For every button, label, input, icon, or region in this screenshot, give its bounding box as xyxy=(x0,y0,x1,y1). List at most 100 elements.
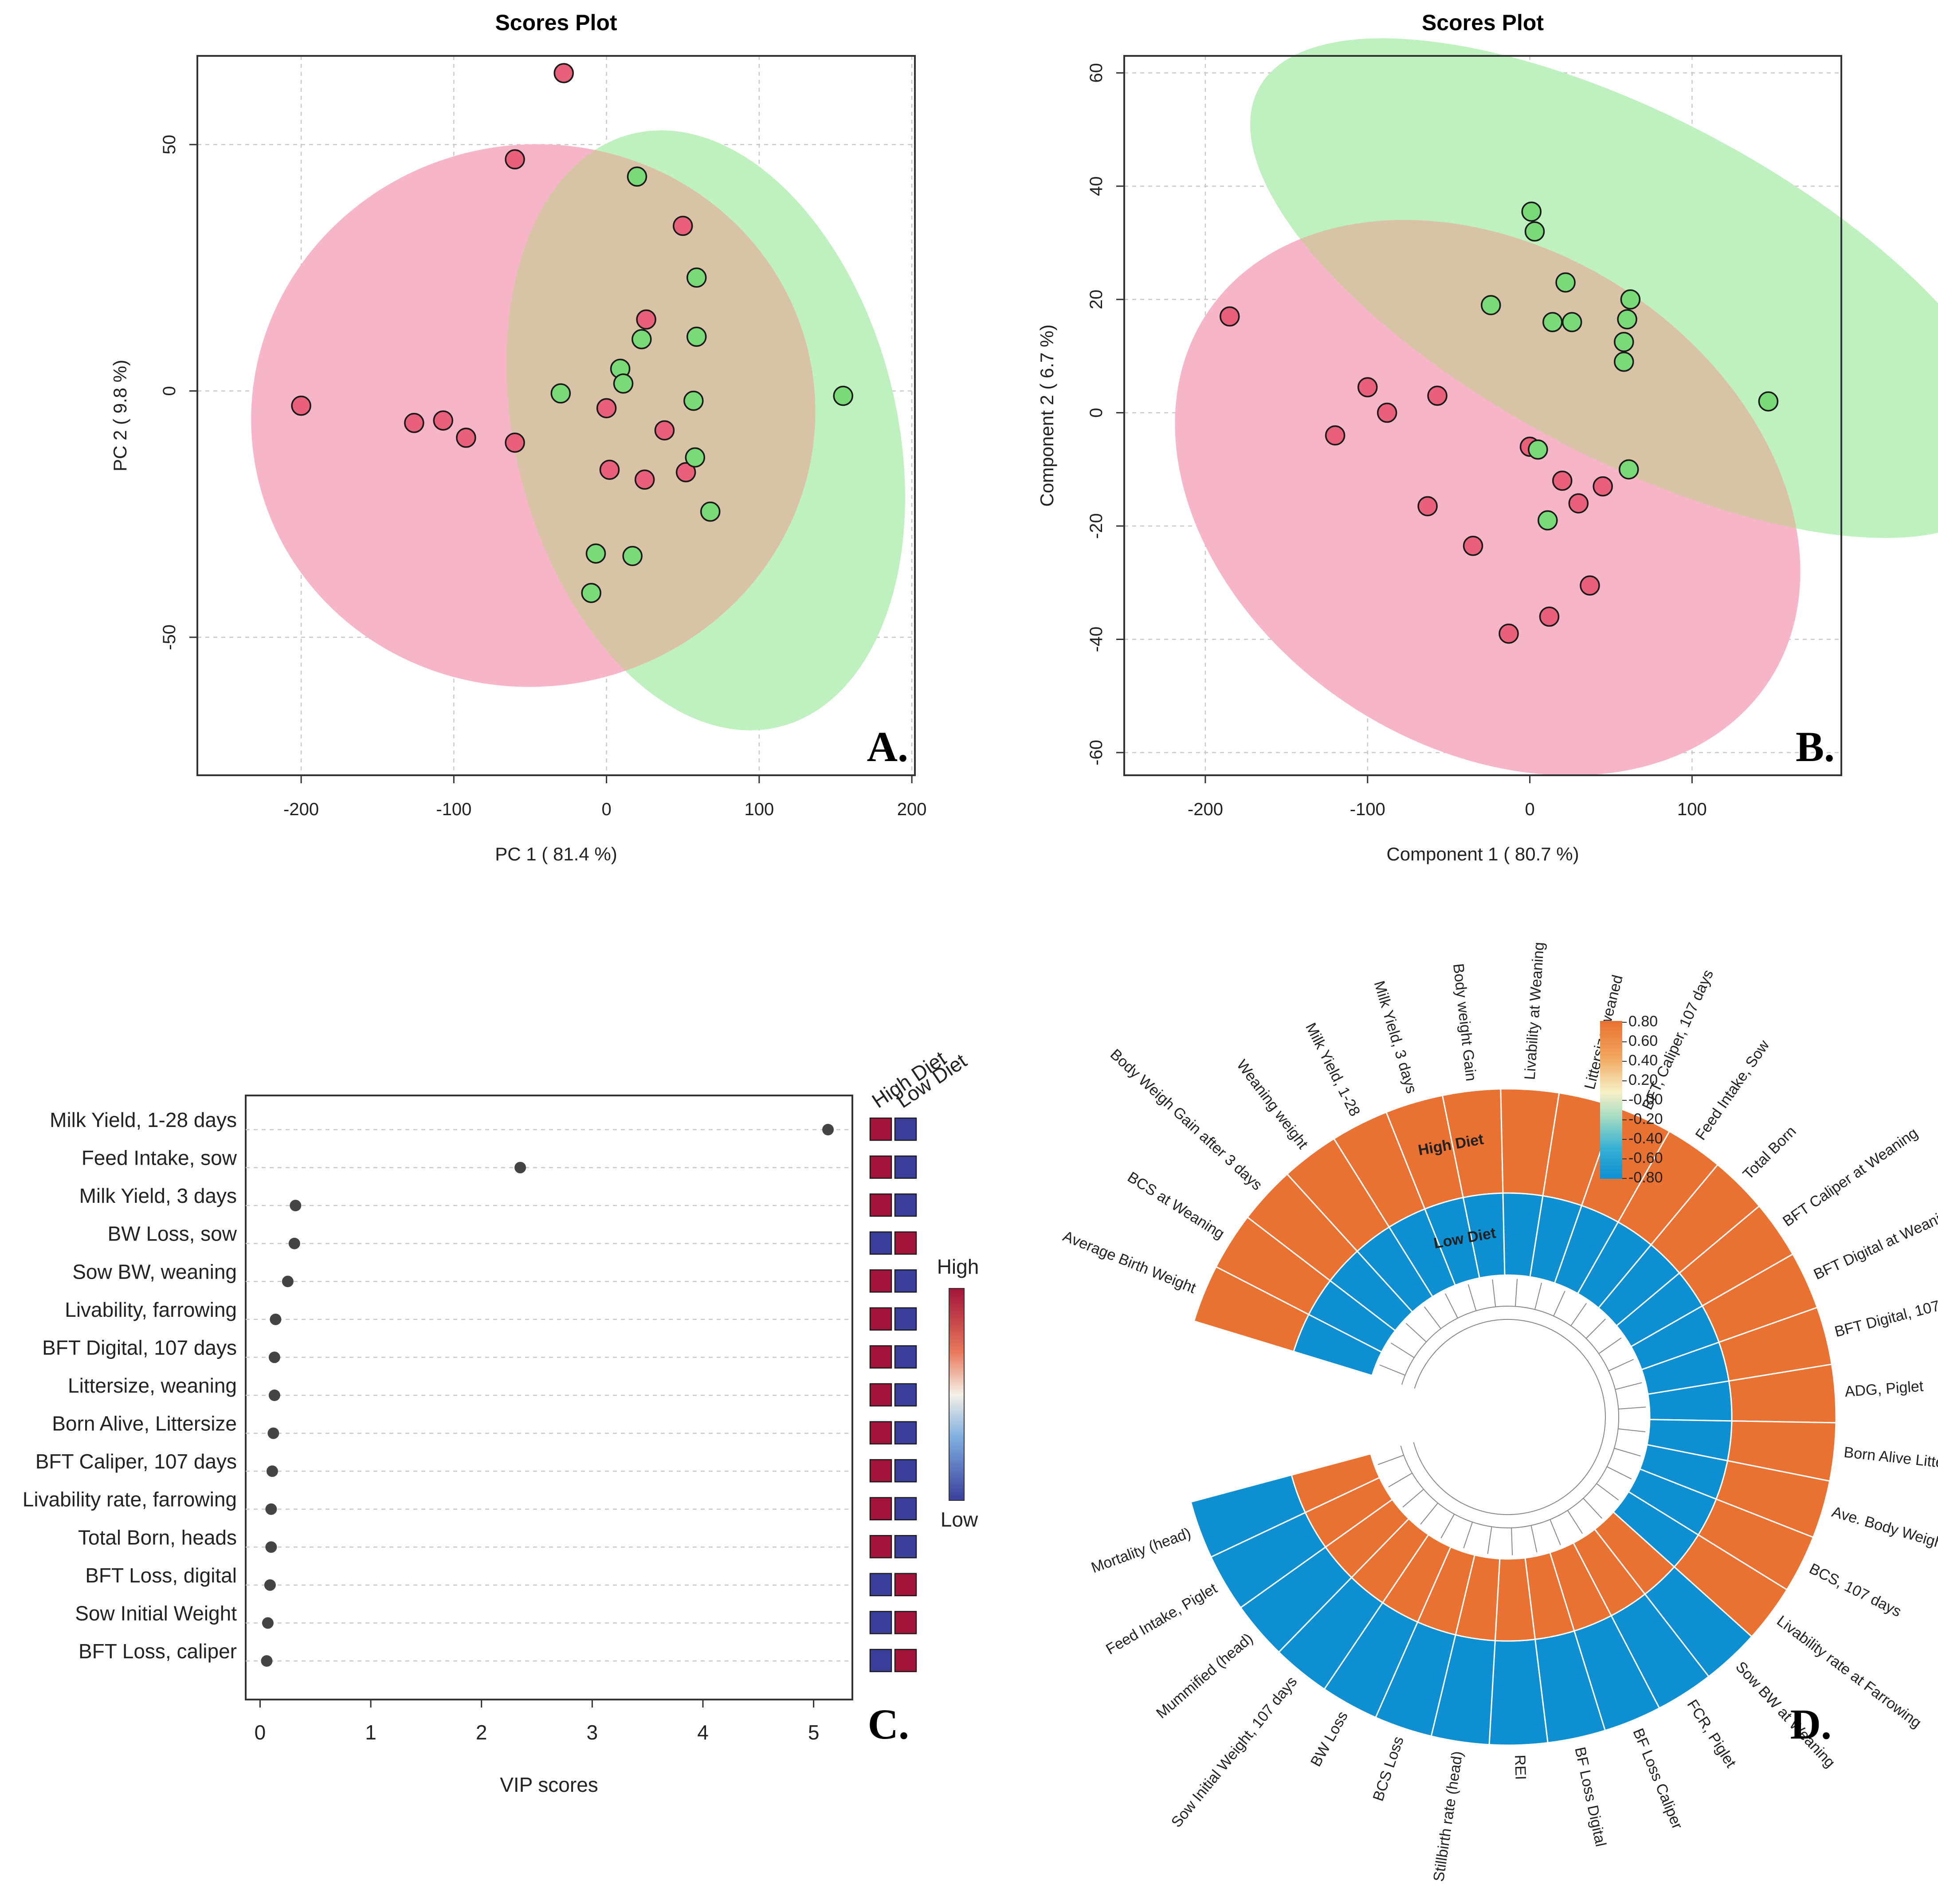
dendrogram-branch xyxy=(1492,1279,1496,1307)
x-axis-label: Component 1 ( 80.7 %) xyxy=(1386,844,1579,864)
high-diet-cell xyxy=(869,1383,892,1407)
vip-score-point xyxy=(268,1390,280,1401)
plot-frame xyxy=(196,55,916,776)
low-diet-point xyxy=(686,267,707,288)
low-diet-point xyxy=(613,373,634,394)
dendrogram-branch xyxy=(1607,1466,1632,1480)
feature-label: Littersize, weaning xyxy=(68,1374,237,1397)
feature-label: BCS at Weaning xyxy=(1125,1169,1228,1242)
low-diet-point xyxy=(833,385,853,406)
low-diet-cell xyxy=(894,1421,917,1445)
dendrogram-branch xyxy=(1585,1319,1606,1339)
low-diet-cell xyxy=(894,1535,917,1559)
low-diet-point xyxy=(1758,391,1779,412)
low-diet-point xyxy=(550,383,571,404)
low-diet-cell xyxy=(894,1345,917,1369)
high-diet-cell xyxy=(869,1269,892,1293)
dendrogram-branch xyxy=(1487,1527,1492,1554)
feature-label: BCS, 107 days xyxy=(1807,1560,1904,1621)
feature-label: Born Alive, Littersize xyxy=(52,1412,237,1435)
low-diet-point xyxy=(1524,221,1545,242)
high-diet-point xyxy=(1325,425,1346,446)
low-diet-point xyxy=(685,447,706,468)
low-diet-point xyxy=(1614,351,1634,372)
x-axis-label: PC 1 ( 81.4 %) xyxy=(495,844,617,864)
high-diet-point xyxy=(672,216,693,236)
x-tick-label: 3 xyxy=(587,1721,598,1744)
low-diet-point xyxy=(1538,510,1558,531)
y-tick-label: 0 xyxy=(160,386,179,396)
low-diet-cell xyxy=(1291,1453,1381,1514)
legend-color-scale xyxy=(949,1288,965,1501)
low-diet-point xyxy=(683,390,704,411)
feature-label: REI xyxy=(1511,1755,1529,1780)
panel-label: C. xyxy=(868,1700,909,1748)
feature-label: BCS Loss xyxy=(1369,1734,1407,1803)
x-tick-label: -100 xyxy=(1350,800,1385,819)
low-diet-point xyxy=(627,166,647,187)
low-diet-point xyxy=(1561,312,1582,333)
high-diet-cell xyxy=(869,1459,892,1483)
dendrogram-arc xyxy=(1400,1445,1591,1528)
dendrogram-arc xyxy=(1401,1306,1619,1492)
low-diet-point xyxy=(1617,309,1637,330)
x-tick-label: 0 xyxy=(1525,800,1534,819)
high-diet-point xyxy=(1552,471,1573,491)
feature-label: Born Alive Littersize xyxy=(1843,1444,1938,1475)
feature-label: Sow Initial Weight xyxy=(75,1602,237,1625)
high-diet-point xyxy=(675,462,696,483)
high-diet-point xyxy=(654,420,675,441)
high-diet-point xyxy=(456,428,476,448)
dendrogram-branch xyxy=(1379,1364,1405,1376)
low-diet-point xyxy=(1614,332,1634,352)
colorbar-tick-label: -0.00 xyxy=(1628,1091,1663,1108)
legend-low-label: Low xyxy=(941,1508,978,1531)
feature-label: Milk Yield, 3 days xyxy=(1371,979,1420,1095)
high-diet-point xyxy=(1220,306,1240,327)
dendrogram-arc xyxy=(1413,1319,1606,1515)
vip-score-point xyxy=(822,1124,834,1135)
high-diet-point xyxy=(634,469,655,490)
feature-label: BFT Caliper at Weaning xyxy=(1780,1124,1921,1230)
high-diet-point xyxy=(404,412,424,433)
chart-title: Scores Plot xyxy=(1422,10,1544,35)
feature-label: Total Born, heads xyxy=(78,1526,237,1549)
high-diet-cell xyxy=(869,1193,892,1217)
low-diet-cell xyxy=(894,1193,917,1217)
feature-label: Ave. Body Weight after 3 days xyxy=(1830,1504,1938,1577)
vip-score-point xyxy=(267,1427,279,1439)
high-diet-point xyxy=(636,309,656,330)
dendrogram-branch xyxy=(1530,1525,1538,1553)
low-diet-cell xyxy=(894,1611,917,1634)
x-tick-label: 0 xyxy=(255,1721,266,1744)
x-tick-label: 2 xyxy=(476,1721,487,1744)
low-diet-point xyxy=(1528,439,1548,460)
low-diet-point xyxy=(1619,459,1639,480)
vip-score-point xyxy=(262,1617,274,1629)
x-tick-label: 100 xyxy=(1677,800,1707,819)
low-diet-cell xyxy=(894,1231,917,1255)
panel-label: A. xyxy=(867,723,908,770)
feature-label: BW Loss, sow xyxy=(108,1222,237,1245)
dendrogram-branch xyxy=(1514,1279,1518,1307)
scores-plot-pca: Scores Plot -200 -100 0 100 200 -50 0 50 PC 1 ( 8… xyxy=(110,10,926,864)
vip-score-point xyxy=(290,1200,302,1212)
low-diet-cell xyxy=(894,1155,917,1179)
colorbar-tick-label: 0.60 xyxy=(1628,1032,1658,1049)
low-diet-cell xyxy=(894,1459,917,1483)
vip-score-point xyxy=(266,1465,278,1477)
y-tick-label: 50 xyxy=(160,135,179,155)
high-diet-cell xyxy=(869,1573,892,1597)
dendrogram-branch xyxy=(1420,1503,1439,1525)
colorbar-tick-label: -0.20 xyxy=(1628,1111,1663,1127)
dendrogram-branch xyxy=(1618,1406,1646,1410)
x-tick-label: 0 xyxy=(601,800,611,819)
dendrogram-branch xyxy=(1424,1306,1441,1329)
high-diet-cell xyxy=(869,1345,892,1369)
high-diet-cell xyxy=(869,1421,892,1445)
vip-score-point xyxy=(268,1351,280,1363)
dendrogram-branch xyxy=(1550,1519,1561,1545)
high-diet-point xyxy=(1568,493,1589,514)
